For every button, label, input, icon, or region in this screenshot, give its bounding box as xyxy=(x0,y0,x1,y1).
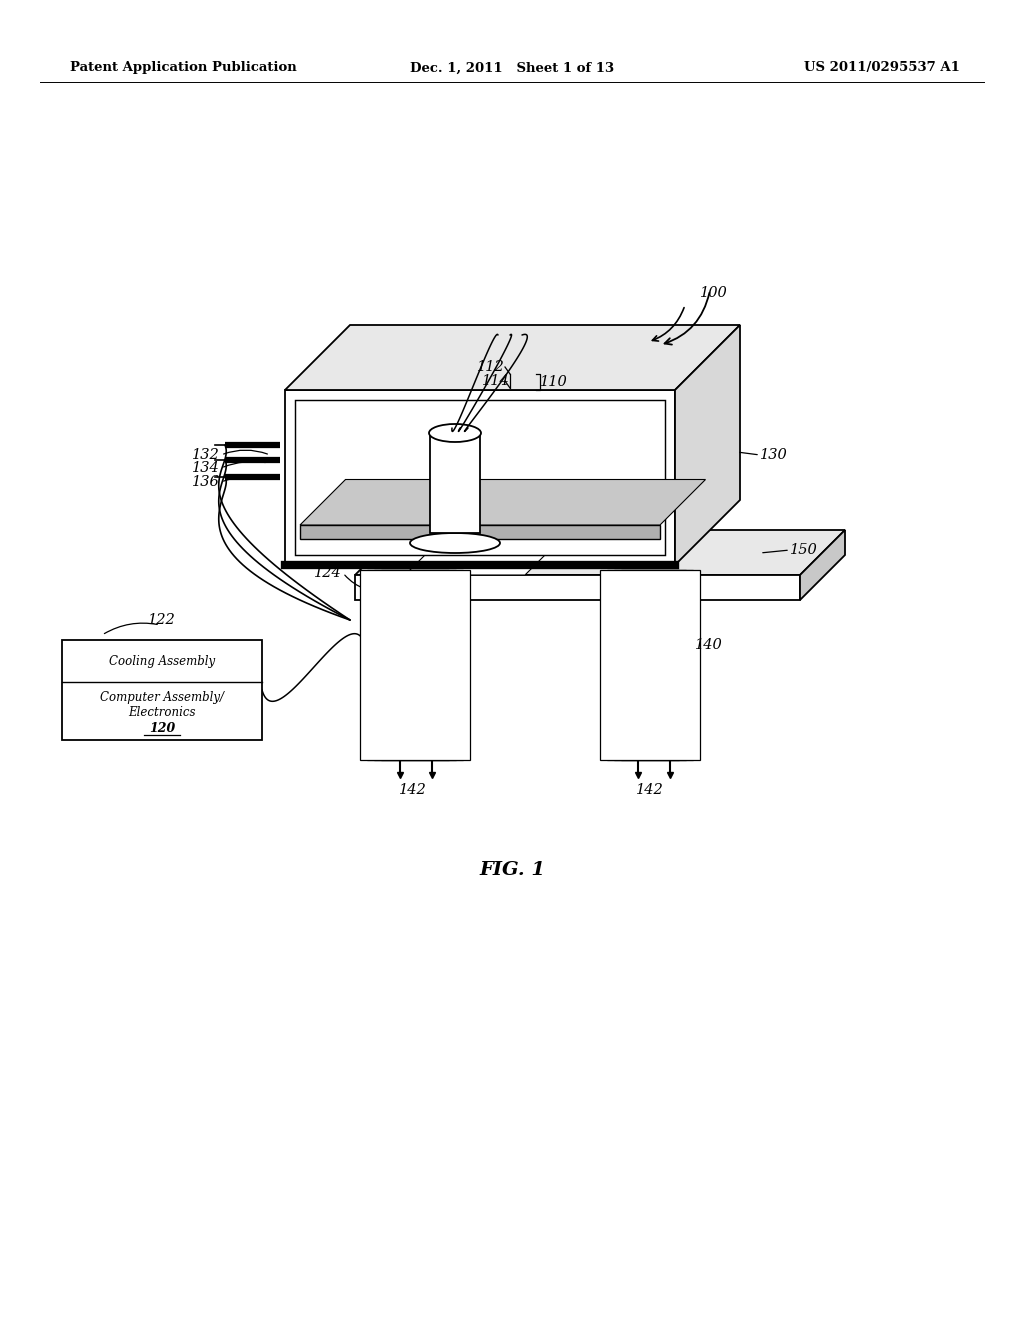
Text: 130: 130 xyxy=(760,447,787,462)
Polygon shape xyxy=(663,601,677,735)
Polygon shape xyxy=(355,531,845,576)
Polygon shape xyxy=(631,735,645,760)
Polygon shape xyxy=(663,735,677,760)
Polygon shape xyxy=(800,531,845,601)
Text: 100: 100 xyxy=(700,286,728,300)
Polygon shape xyxy=(430,433,480,533)
Text: FIG. 1: FIG. 1 xyxy=(479,861,545,879)
Polygon shape xyxy=(675,325,740,565)
Polygon shape xyxy=(425,735,439,760)
Text: 142: 142 xyxy=(636,783,664,797)
Polygon shape xyxy=(393,601,407,735)
Polygon shape xyxy=(406,548,552,576)
Polygon shape xyxy=(285,325,740,389)
Text: 132: 132 xyxy=(193,447,220,462)
Text: 114: 114 xyxy=(482,374,510,388)
Polygon shape xyxy=(425,601,439,735)
Polygon shape xyxy=(355,576,800,601)
Text: 112: 112 xyxy=(477,360,505,374)
Text: Cooling Assembly: Cooling Assembly xyxy=(109,655,215,668)
Polygon shape xyxy=(295,400,665,554)
Text: 134: 134 xyxy=(193,461,220,475)
Text: 110: 110 xyxy=(540,375,567,389)
Polygon shape xyxy=(393,735,407,760)
Polygon shape xyxy=(360,570,470,760)
Text: 122: 122 xyxy=(148,612,176,627)
Text: 142: 142 xyxy=(399,783,427,797)
Text: Patent Application Publication: Patent Application Publication xyxy=(70,62,297,74)
Text: Dec. 1, 2011   Sheet 1 of 13: Dec. 1, 2011 Sheet 1 of 13 xyxy=(410,62,614,74)
Text: US 2011/0295537 A1: US 2011/0295537 A1 xyxy=(804,62,961,74)
Text: 124: 124 xyxy=(314,566,342,579)
Text: Computer Assembly/
Electronics: Computer Assembly/ Electronics xyxy=(100,690,224,719)
Bar xyxy=(62,640,262,741)
Text: 136: 136 xyxy=(193,475,220,488)
Polygon shape xyxy=(300,479,706,525)
Polygon shape xyxy=(600,570,700,760)
Text: 140: 140 xyxy=(695,638,723,652)
Polygon shape xyxy=(300,525,660,539)
Text: 120: 120 xyxy=(148,722,175,734)
Polygon shape xyxy=(631,601,645,735)
Ellipse shape xyxy=(429,424,481,442)
Polygon shape xyxy=(285,389,675,565)
Text: 150: 150 xyxy=(790,543,818,557)
Ellipse shape xyxy=(410,533,500,553)
